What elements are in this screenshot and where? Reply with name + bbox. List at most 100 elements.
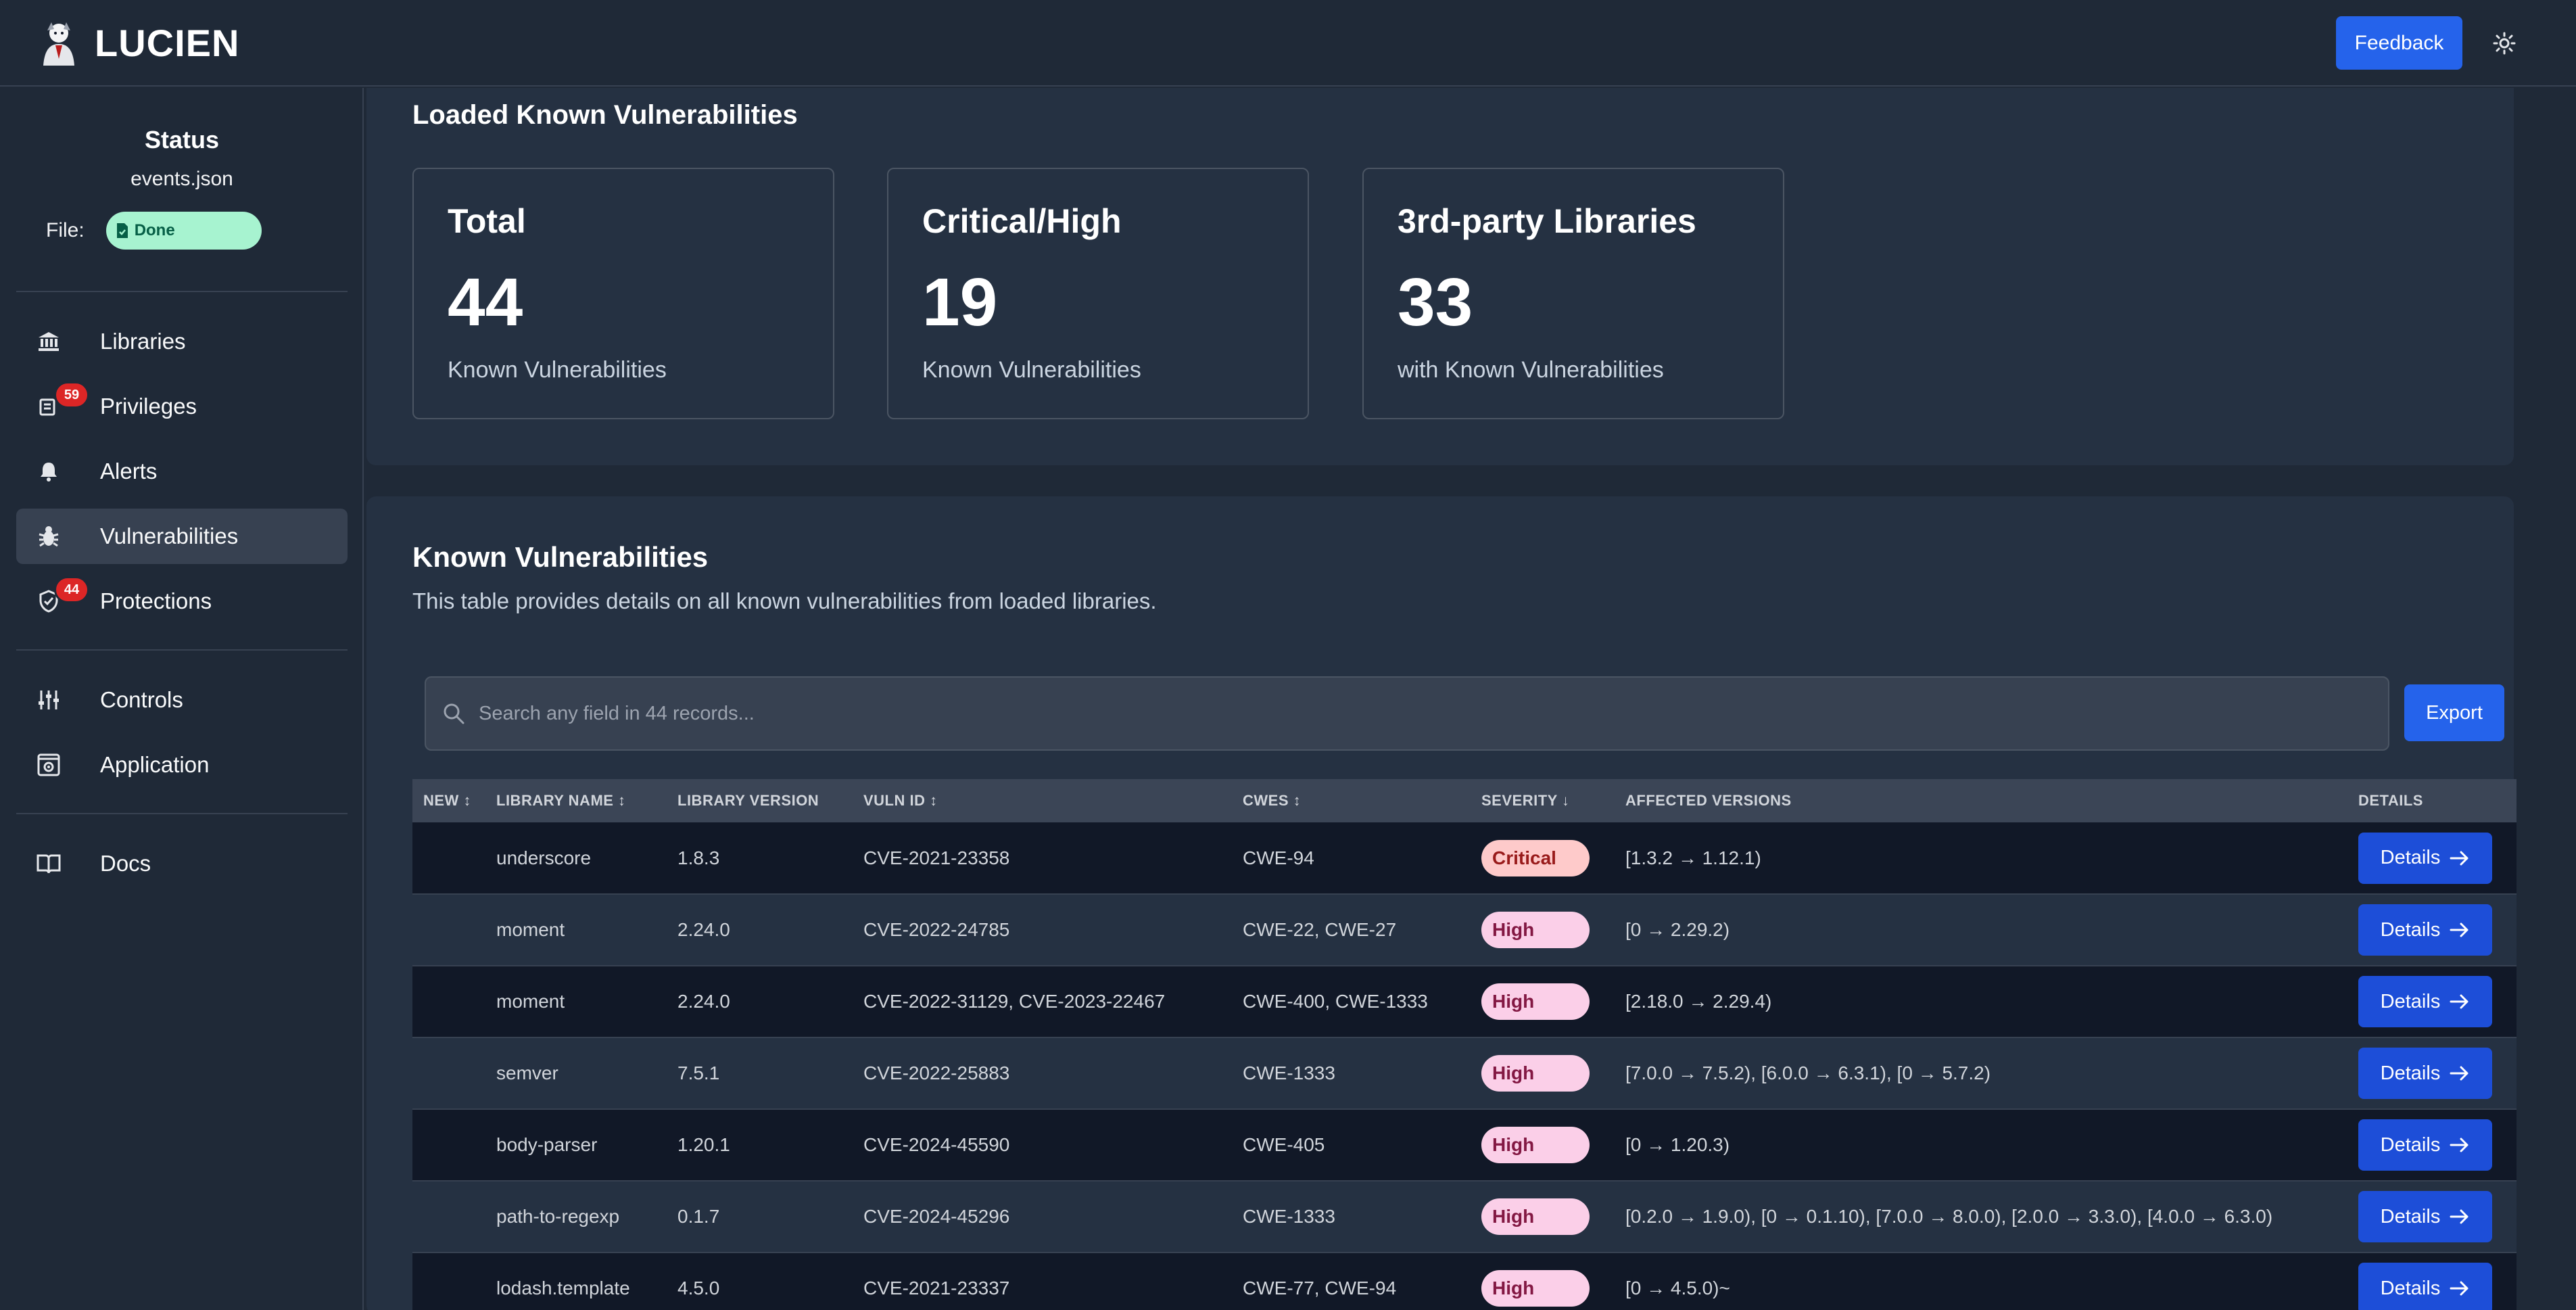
- sidebar: Status events.json File: Done Libraries …: [0, 88, 364, 1310]
- divider: [16, 813, 348, 814]
- details-button-label: Details: [2380, 1277, 2441, 1299]
- cell-library-name: moment: [496, 919, 565, 940]
- privileges-icon: [37, 394, 61, 419]
- cell-severity: High: [1471, 1181, 1615, 1253]
- file-name: events.json: [130, 168, 233, 190]
- details-button-label: Details: [2380, 847, 2441, 868]
- details-button-label: Details: [2380, 990, 2441, 1012]
- details-button[interactable]: Details: [2358, 904, 2492, 956]
- sidebar-item-application[interactable]: Application: [16, 737, 348, 793]
- sidebar-item-alerts[interactable]: Alerts: [16, 444, 348, 499]
- details-button-label: Details: [2380, 918, 2441, 941]
- severity-badge: High: [1481, 983, 1590, 1020]
- column-header-new[interactable]: NEW ↕: [423, 792, 471, 809]
- cell-library-name: body-parser: [496, 1134, 598, 1155]
- sun-icon[interactable]: [2491, 30, 2518, 57]
- summary-title: Loaded Known Vulnerabilities: [412, 100, 798, 130]
- cell-vuln-id: CVE-2022-25883: [863, 1062, 1010, 1083]
- cell-new: [412, 822, 485, 894]
- sidebar-item-label: Privileges: [100, 394, 197, 419]
- sidebar-item-libraries[interactable]: Libraries: [16, 314, 348, 369]
- shield-icon: [37, 589, 61, 613]
- bug-icon: [37, 524, 61, 548]
- arrow-right-icon: [2450, 922, 2468, 937]
- file-status-row: File: Done: [46, 212, 262, 250]
- table-row: path-to-regexp 0.1.7 CVE-2024-45296 CWE-133…: [412, 1181, 2517, 1253]
- sidebar-item-privileges[interactable]: 59 Privileges: [16, 379, 348, 434]
- file-label: File:: [46, 219, 85, 241]
- arrow-right-icon: [2450, 1281, 2468, 1296]
- top-bar: LUCIEN Feedback: [0, 0, 2576, 87]
- details-button[interactable]: Details: [2358, 1191, 2492, 1242]
- cell-library-name: moment: [496, 991, 565, 1012]
- stat-card-critical-high: Critical/High 19 Known Vulnerabilities: [887, 168, 1309, 419]
- main-content: Loaded Known Vulnerabilities Total 44 Kn…: [365, 88, 2576, 1310]
- cell-cwes: CWE-1333: [1243, 1062, 1335, 1083]
- details-button-label: Details: [2380, 1205, 2441, 1227]
- cell-vuln-id: CVE-2022-24785: [863, 919, 1010, 940]
- column-header-library-version: LIBRARY VERSION: [677, 792, 819, 809]
- stat-card-subtitle: Known Vulnerabilities: [448, 357, 667, 383]
- severity-badge: High: [1481, 912, 1590, 948]
- table-row: semver 7.5.1 CVE-2022-25883 CWE-1333 High [7.…: [412, 1037, 2517, 1109]
- cell-vuln-id: CVE-2021-23358: [863, 847, 1010, 868]
- details-button[interactable]: Details: [2358, 1048, 2492, 1099]
- feedback-button[interactable]: Feedback: [2336, 16, 2462, 70]
- arrow-right-icon: [2450, 1209, 2468, 1224]
- details-button[interactable]: Details: [2358, 1119, 2492, 1171]
- column-header-library-name[interactable]: LIBRARY NAME ↕: [496, 792, 626, 809]
- sidebar-item-vulnerabilities[interactable]: Vulnerabilities: [16, 509, 348, 564]
- cell-cwes: CWE-77, CWE-94: [1243, 1278, 1397, 1299]
- stat-card-value: 19: [922, 264, 998, 340]
- sidebar-item-label: Protections: [100, 588, 212, 613]
- search-box: [425, 676, 2389, 751]
- logo[interactable]: LUCIEN: [38, 18, 239, 67]
- app-gear-icon: [37, 753, 61, 777]
- details-button[interactable]: Details: [2358, 976, 2492, 1027]
- sidebar-item-label: Vulnerabilities: [100, 523, 239, 548]
- cell-library-version: 4.5.0: [677, 1278, 720, 1299]
- details-button[interactable]: Details: [2358, 832, 2492, 884]
- sidebar-item-label: Controls: [100, 687, 183, 712]
- cell-new: [412, 966, 485, 1037]
- arrow-right-icon: [2450, 994, 2468, 1009]
- cell-cwes: CWE-400, CWE-1333: [1243, 991, 1428, 1012]
- column-header-severity[interactable]: SEVERITY ↓: [1481, 792, 1570, 809]
- table-header-row: NEW ↕ LIBRARY NAME ↕ LIBRARY VERSION VUL…: [412, 779, 2517, 822]
- cell-library-name: path-to-regexp: [496, 1206, 620, 1227]
- cell-vuln-id: CVE-2022-31129, CVE-2023-22467: [863, 991, 1166, 1012]
- cell-details: Details: [2347, 822, 2517, 894]
- stat-card-title: 3rd-party Libraries: [1398, 202, 1696, 240]
- export-button[interactable]: Export: [2404, 684, 2504, 741]
- divider: [16, 649, 348, 651]
- column-header-vuln-id[interactable]: VULN ID ↕: [863, 792, 938, 809]
- cell-severity: Critical: [1471, 822, 1615, 894]
- lucien-logo-icon: [43, 22, 74, 66]
- cell-details: Details: [2347, 894, 2517, 966]
- vulnerabilities-panel: Known Vulnerabilities This table provide…: [366, 496, 2517, 1310]
- table-row: moment 2.24.0 CVE-2022-31129, CVE-2023-224…: [412, 966, 2517, 1037]
- cell-affected-versions: [0.2.0 → 1.9.0), [0 → 0.1.10), [7.0.0 → …: [1625, 1206, 2273, 1227]
- cell-library-version: 7.5.1: [677, 1062, 720, 1083]
- bell-icon: [37, 459, 61, 484]
- sidebar-item-docs[interactable]: Docs: [16, 836, 348, 891]
- search-icon: [444, 703, 464, 724]
- cell-library-version: 1.20.1: [677, 1134, 730, 1155]
- cell-new: [412, 894, 485, 966]
- divider: [16, 291, 348, 292]
- cell-cwes: CWE-405: [1243, 1134, 1325, 1155]
- cell-library-version: 2.24.0: [677, 991, 730, 1012]
- stat-card-value: 33: [1398, 264, 1473, 340]
- cell-new: [412, 1181, 485, 1253]
- cell-details: Details: [2347, 1037, 2517, 1109]
- table-row: lodash.template 4.5.0 CVE-2021-23337 CWE-77…: [412, 1253, 2517, 1310]
- sidebar-item-controls[interactable]: Controls: [16, 672, 348, 728]
- cell-library-version: 0.1.7: [677, 1206, 720, 1227]
- column-header-cwes[interactable]: CWES ↕: [1243, 792, 1302, 809]
- stat-card-subtitle: with Known Vulnerabilities: [1398, 357, 1664, 383]
- sidebar-item-protections[interactable]: 44 Protections: [16, 574, 348, 629]
- column-header-affected-versions: AFFECTED VERSIONS: [1625, 792, 1792, 809]
- details-button[interactable]: Details: [2358, 1263, 2492, 1310]
- search-input[interactable]: [479, 690, 2358, 737]
- sidebar-item-label: Docs: [100, 851, 151, 876]
